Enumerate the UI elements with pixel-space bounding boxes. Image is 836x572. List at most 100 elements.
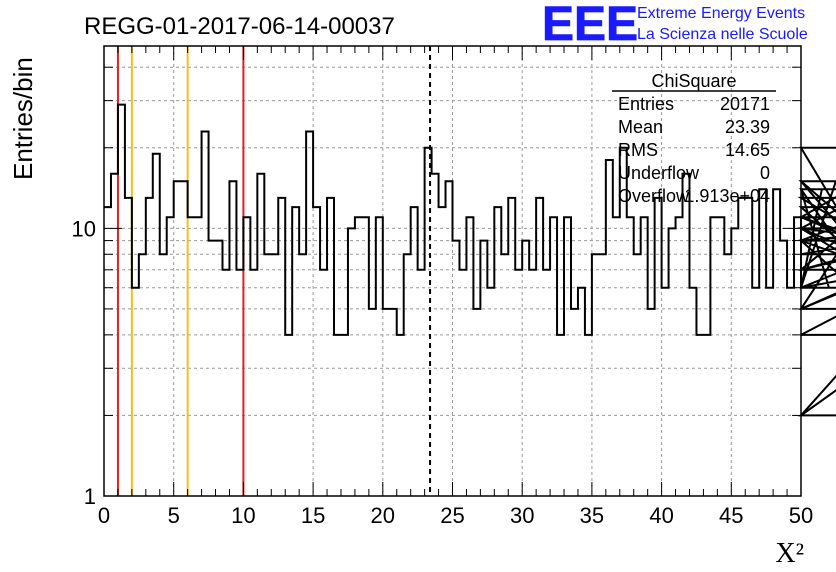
logo-line1: Extreme Energy Events — [637, 5, 805, 22]
histogram-bin — [592, 254, 599, 496]
histogram-bin — [181, 181, 188, 496]
x-tick-label: 20 — [371, 503, 395, 528]
histogram-bin — [703, 335, 710, 496]
histogram-bin — [473, 309, 480, 496]
histogram-bin — [459, 270, 466, 496]
histogram-bin — [648, 309, 655, 496]
histogram-bin — [696, 335, 703, 496]
histogram-bin — [585, 335, 592, 496]
histogram-bin — [536, 198, 543, 496]
histogram-bin — [411, 207, 418, 496]
histogram-bin — [278, 198, 285, 496]
histogram-bin — [236, 270, 243, 496]
histogram-bin — [815, 288, 822, 496]
histogram-bin — [355, 217, 362, 496]
histogram-bin — [195, 217, 202, 496]
histogram-bin — [501, 254, 508, 496]
x-tick-label: 30 — [510, 503, 534, 528]
histogram-bin — [104, 207, 111, 496]
histogram-bin — [480, 241, 487, 496]
histogram-bin — [341, 335, 348, 496]
histogram-bin — [822, 189, 829, 496]
histogram-bin — [243, 217, 250, 496]
histogram-bin — [174, 181, 181, 496]
histogram-bin — [160, 254, 167, 496]
stats-value-mean: 23.39 — [725, 117, 770, 137]
stats-box: ChiSquare Entries 20171 Mean 23.39 RMS 1… — [612, 71, 776, 206]
histogram-bin — [494, 207, 501, 496]
x-tick-label: 10 — [231, 503, 255, 528]
histogram-bin — [683, 174, 690, 496]
histogram-bin — [641, 217, 648, 496]
stats-value-underflow: 0 — [760, 163, 770, 183]
histogram-bin — [216, 241, 223, 496]
chart-title: REGG-01-2017-06-14-00037 — [84, 13, 395, 40]
histogram-bin — [529, 270, 536, 496]
x-tick-label: 45 — [719, 503, 743, 528]
histogram-bin — [634, 254, 641, 496]
histogram-bin — [613, 217, 620, 496]
histogram-bin — [515, 270, 522, 496]
histogram-bin — [787, 288, 794, 496]
histogram-bin — [794, 217, 801, 496]
histogram-bin — [773, 189, 780, 496]
histogram-bin — [209, 241, 216, 496]
x-tick-label: 50 — [789, 503, 813, 528]
histogram-bin — [655, 198, 662, 496]
histogram-bin — [738, 198, 745, 496]
histogram-bin — [299, 254, 306, 496]
histogram-bin — [306, 132, 313, 496]
x-tick-label: 40 — [649, 503, 673, 528]
histogram-bin — [348, 228, 355, 496]
stats-title: ChiSquare — [651, 71, 736, 91]
x-tick-label: 35 — [580, 503, 604, 528]
histogram-bin — [139, 254, 146, 496]
logo-text: EEE — [542, 0, 638, 51]
histogram-bin — [250, 270, 257, 496]
histogram-bin — [780, 241, 787, 496]
histogram-bin — [508, 198, 515, 496]
histogram-bin — [487, 288, 494, 496]
stats-label-rms: RMS — [618, 140, 658, 160]
histogram-bin — [466, 217, 473, 496]
histogram-bin — [292, 207, 299, 496]
stats-label-underflow: Underflow — [618, 163, 700, 183]
histogram-bin — [446, 181, 453, 496]
histogram-bin — [146, 198, 153, 496]
histogram-bin — [766, 288, 773, 496]
histogram-bin — [759, 189, 766, 496]
histogram-bin — [132, 288, 139, 496]
axes — [103, 45, 802, 497]
stats-value-rms: 14.65 — [725, 140, 770, 160]
eee-logo: EEE Extreme Energy Events La Scienza nel… — [542, 0, 808, 51]
stats-label-overflow: Overflow — [618, 186, 690, 206]
y-axis-label: Entries/bin — [8, 57, 38, 180]
histogram-bin — [731, 228, 738, 496]
histogram-bin — [285, 335, 292, 496]
histogram-bin — [752, 288, 759, 496]
tick-labels: 0 5 10 15 20 25 30 35 40 45 50 1 10 — [72, 216, 814, 528]
histogram-bin — [627, 217, 634, 496]
x-tick-label: 5 — [168, 503, 180, 528]
histogram-bin — [418, 270, 425, 496]
histogram-bin — [397, 335, 404, 496]
histogram-bin — [257, 174, 264, 496]
x-tick-label: 0 — [98, 503, 110, 528]
histogram-bin — [264, 254, 271, 496]
histogram-bin — [327, 198, 334, 496]
histogram-bin — [376, 217, 383, 496]
stats-label-entries: Entries — [618, 94, 674, 114]
histogram-bin — [271, 254, 278, 496]
y-tick-label: 1 — [84, 484, 96, 509]
vertical-markers — [116, 46, 432, 496]
histogram-step-line — [104, 103, 836, 417]
logo-line2: La Scienza nelle Scuole — [637, 26, 808, 43]
histogram-bin — [550, 217, 557, 496]
histogram-bin — [313, 207, 320, 496]
x-tick-label: 15 — [301, 503, 325, 528]
stats-label-mean: Mean — [618, 117, 663, 137]
histogram-bin — [689, 288, 696, 496]
histogram-bin — [717, 217, 724, 496]
histogram-bin — [808, 288, 815, 496]
histogram-bin — [710, 217, 717, 496]
